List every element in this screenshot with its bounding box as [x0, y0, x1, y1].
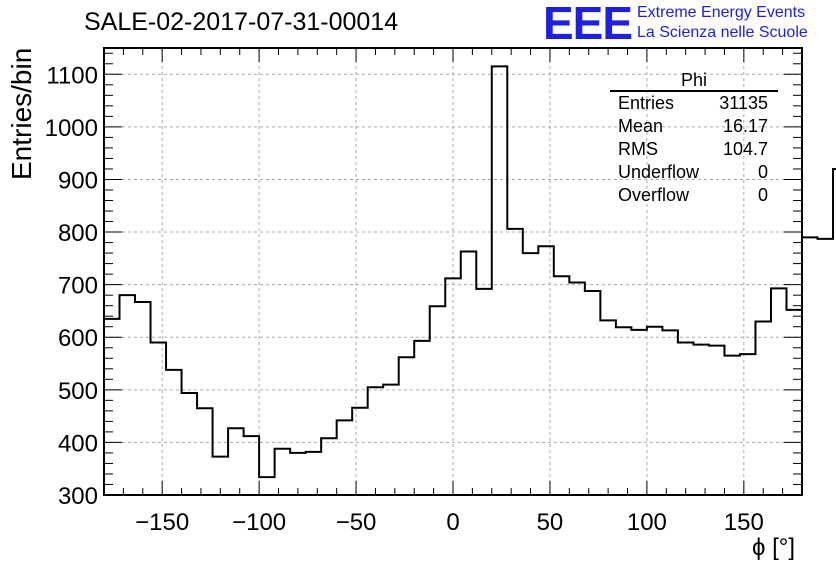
x-tick-labels: −150 −100 −50 0 50 100 150	[135, 509, 764, 536]
logo-caption-line2: La Scienza nelle Scuole	[637, 24, 808, 41]
stats-box: Phi Entries 31135 Mean 16.17 RMS 104.7 Unde…	[610, 70, 778, 207]
x-axis-label: ϕ [°]	[752, 534, 796, 561]
x-tick-label: 100	[627, 509, 667, 536]
y-tick-label: 800	[58, 220, 98, 247]
y-axis-label: Entries/bin	[6, 47, 37, 180]
stats-key: Underflow	[618, 162, 700, 182]
y-tick-label: 600	[58, 325, 98, 352]
y-tick-label: 900	[58, 167, 98, 194]
stats-value: 31135	[719, 93, 768, 113]
stats-row: Mean 16.17	[610, 115, 778, 138]
stats-key: Entries	[618, 93, 675, 113]
y-tick-label: 1000	[45, 115, 98, 142]
y-tick-label: 500	[58, 378, 98, 405]
histogram-series	[104, 65, 836, 479]
stats-key: Overflow	[618, 185, 690, 205]
x-tick-label: −50	[336, 509, 377, 536]
y-tick-label: 700	[58, 273, 98, 300]
x-tick-label: 0	[446, 509, 459, 536]
grid-lines	[104, 48, 802, 496]
y-tick-label: 400	[58, 430, 98, 457]
x-tick-label: −100	[232, 509, 286, 536]
y-tick-labels: 300 400 500 600 700 800 900 1000 1100	[45, 62, 98, 510]
x-tick-label: −150	[135, 509, 189, 536]
stats-value: 0	[757, 162, 768, 182]
y-tick-label: 300	[58, 483, 98, 510]
stats-key: RMS	[618, 139, 658, 159]
stats-value: 16.17	[722, 116, 768, 136]
stats-row: Overflow 0	[610, 184, 778, 207]
eee-logo: EEE	[543, 0, 633, 49]
x-tick-label: 50	[537, 509, 564, 536]
chart-title: SALE-02-2017-07-31-00014	[84, 8, 399, 36]
logo-caption: Extreme Energy Events La Scienza nelle S…	[637, 3, 808, 43]
x-tick-label: 150	[724, 509, 764, 536]
stats-value: 104.7	[722, 139, 768, 159]
logo-caption-line1: Extreme Energy Events	[637, 4, 806, 21]
stats-key: Mean	[618, 116, 664, 136]
stats-row: RMS 104.7	[610, 138, 778, 161]
y-tick-label: 1100	[46, 62, 98, 89]
stats-row: Underflow 0	[610, 161, 778, 184]
stats-value: 0	[757, 185, 768, 205]
stats-row: Entries 31135	[610, 92, 778, 115]
axis-ticks	[103, 48, 803, 496]
stats-title: Phi	[610, 70, 778, 92]
